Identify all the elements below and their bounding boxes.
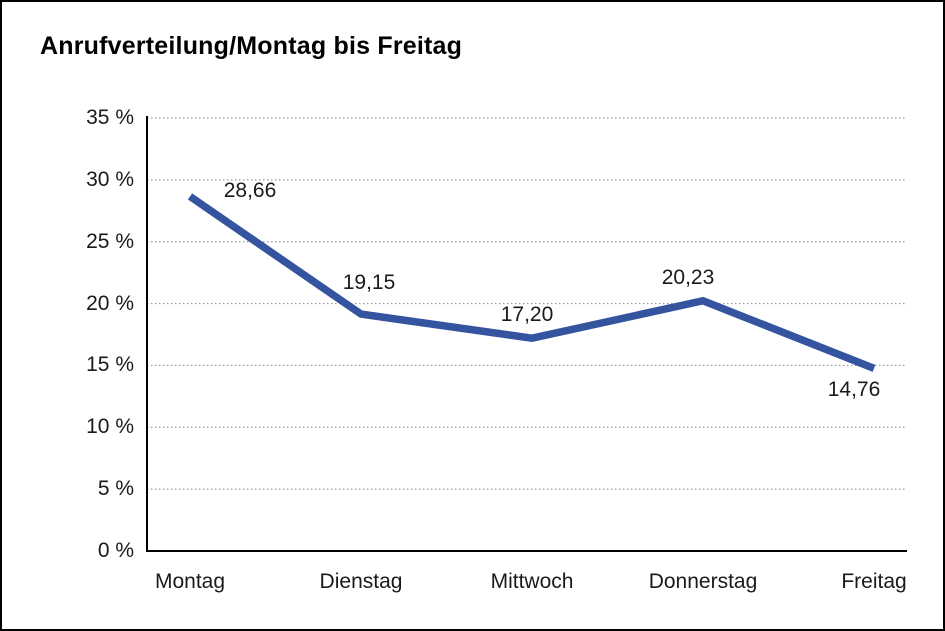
x-axis-category-label: Freitag <box>841 570 907 593</box>
x-axis-category-label: Mittwoch <box>490 570 574 593</box>
chart-title: Anrufverteilung/Montag bis Freitag <box>40 32 463 60</box>
data-point-label: 20,23 <box>661 265 715 289</box>
y-axis-tick-label: 0 % <box>97 539 134 562</box>
y-axis-tick-label: 30 % <box>86 167 134 191</box>
data-point-label: 28,66 <box>223 179 277 203</box>
y-axis-tick-label: 5 % <box>97 477 134 501</box>
x-axis-category-label: Donnerstag <box>648 570 758 593</box>
data-series-line <box>187 193 876 372</box>
y-axis-tick-label: 15 % <box>86 353 134 377</box>
data-point-label: 19,15 <box>342 271 396 295</box>
y-axis-tick-label: 10 % <box>86 415 134 439</box>
y-axis-tick-label: 35 % <box>86 106 134 129</box>
y-axis-tick-label: 25 % <box>86 229 134 253</box>
data-point-label: 14,76 <box>827 378 881 402</box>
y-axis-tick-label: 20 % <box>86 291 134 315</box>
data-point-label: 17,20 <box>500 303 554 327</box>
x-axis-category-label: Dienstag <box>319 570 403 593</box>
x-axis-category-label: Montag <box>154 570 226 593</box>
